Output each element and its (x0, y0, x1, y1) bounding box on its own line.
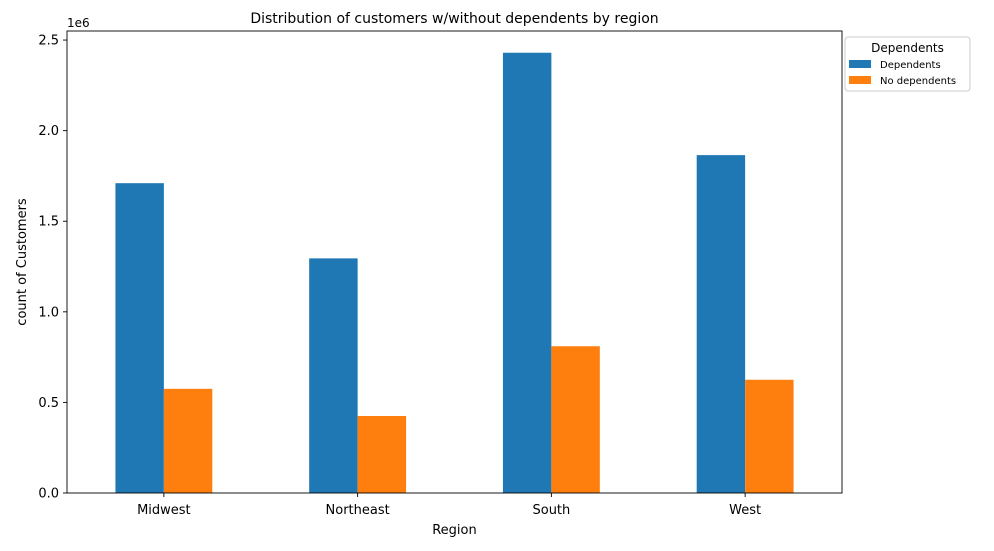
y-tick-label: 1.0 (38, 305, 59, 320)
x-tick-label: Midwest (137, 503, 191, 518)
y-tick-label: 0.5 (38, 396, 59, 411)
bars-layer (115, 52, 794, 494)
legend-box (844, 36, 971, 92)
axes-layer: 0.0 0.5 1.0 1.5 2.0 2.5 Midwest Northeast South W… (38, 30, 843, 518)
x-tick-label: West (729, 503, 761, 518)
x-tick-label: Northeast (326, 503, 390, 518)
x-axis-label: Region (432, 523, 477, 538)
y-tick-label: 2.0 (38, 124, 59, 139)
chart-title: Distribution of customers w/without depe… (250, 11, 658, 27)
bar-dependents-south (502, 52, 552, 494)
y-tick-label: 2.5 (38, 34, 59, 49)
y-tick-label: 1.5 (38, 215, 59, 230)
plot-frame (66, 30, 843, 494)
bar-no-dependents-northeast (357, 416, 407, 493)
bar-dependents-west (696, 155, 746, 494)
bar-dependents-northeast (309, 258, 358, 493)
bar-dependents-midwest (115, 183, 164, 493)
bar-no-dependents-west (745, 379, 794, 493)
bar-no-dependents-midwest (163, 388, 213, 493)
legend-label-dependents: Dependents (880, 60, 941, 71)
legend-title: Dependents (871, 41, 944, 55)
x-tick-label: South (532, 503, 570, 518)
legend-swatch-dependents (849, 60, 871, 68)
bar-no-dependents-south (551, 346, 600, 493)
legend-label-no-dependents: No dependents (880, 76, 956, 87)
y-axis-offset-label: 1e6 (67, 16, 90, 30)
legend: Dependents Dependents No dependents (844, 36, 971, 92)
legend-swatch-no-dependents (849, 76, 871, 84)
y-axis-label: count of Customers (15, 198, 30, 326)
y-tick-label: 0.0 (38, 487, 59, 502)
